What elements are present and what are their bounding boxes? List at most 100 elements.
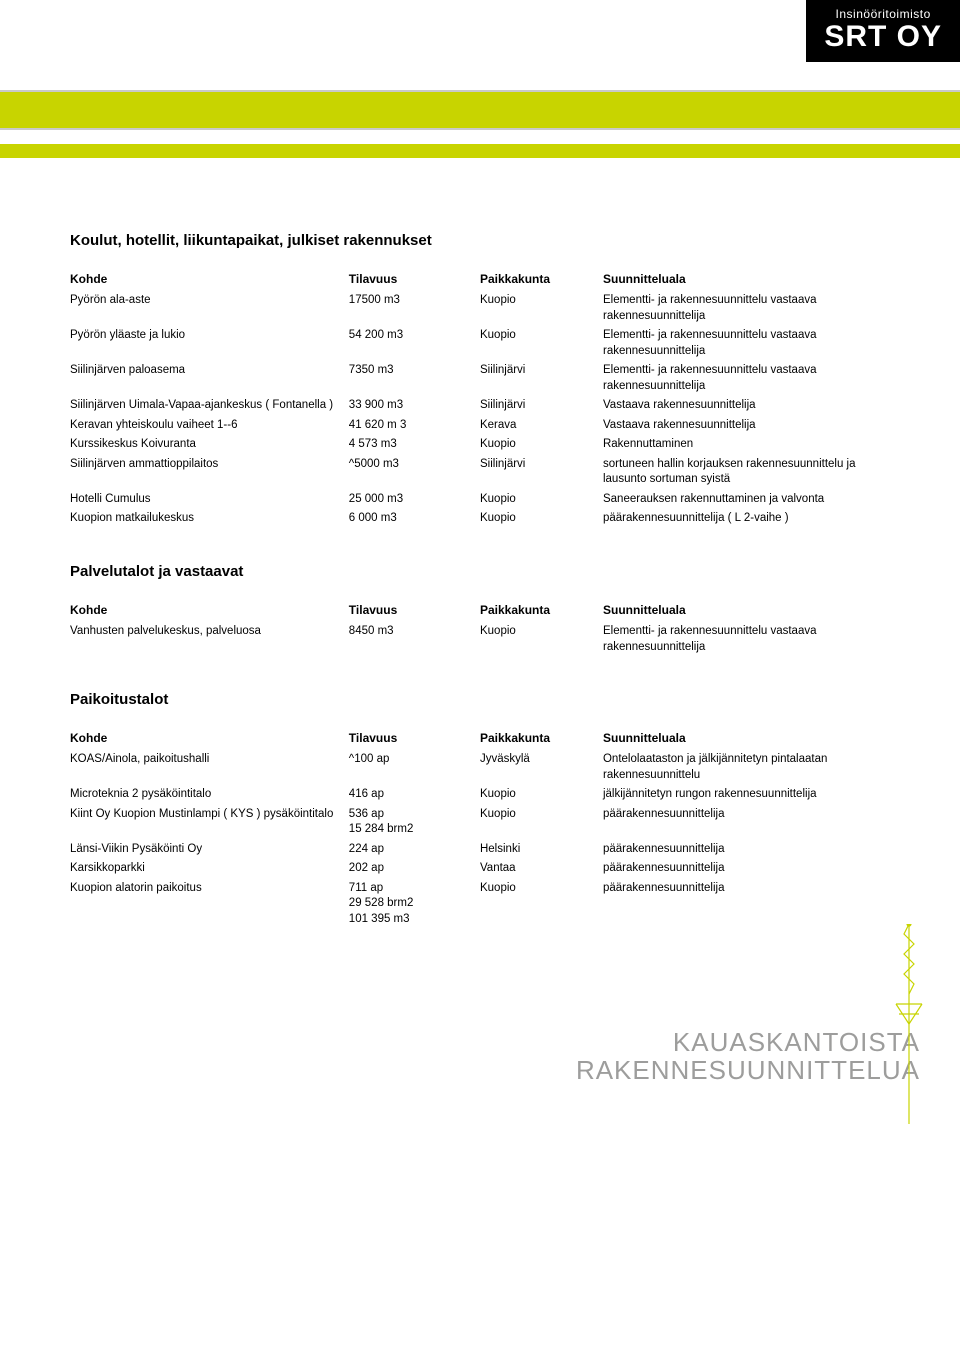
table-cell: Keravan yhteiskoulu vaiheet 1--6 <box>70 416 349 436</box>
table-cell: Vastaava rakennesuunnittelija <box>603 396 890 416</box>
col-paikkakunta: Paikkakunta <box>480 600 603 622</box>
col-suunnitteluala: Suunnitteluala <box>603 269 890 291</box>
table-cell: Pyörön yläaste ja lukio <box>70 326 349 361</box>
table-cell: Kuopion alatorin paikoitus <box>70 879 349 930</box>
col-kohde: Kohde <box>70 600 349 622</box>
table-schools: Kohde Tilavuus Paikkakunta Suunnittelual… <box>70 269 890 529</box>
table-cell: 711 ap 29 528 brm2 101 395 m3 <box>349 879 480 930</box>
table-cell: Siilinjärvi <box>480 455 603 490</box>
table-row: Karsikkoparkki202 apVantaapäärakennesuun… <box>70 859 890 879</box>
table-row: Siilinjärven ammattioppilaitos^5000 m3Si… <box>70 455 890 490</box>
section-title-parking: Paikoitustalot <box>70 691 890 708</box>
table-cell: 8450 m3 <box>349 622 480 657</box>
col-kohde: Kohde <box>70 728 349 750</box>
table-body: Vanhusten palvelukeskus, palveluosa8450 … <box>70 622 890 657</box>
table-row: Siilinjärven Uimala-Vapaa-ajankeskus ( F… <box>70 396 890 416</box>
col-paikkakunta: Paikkakunta <box>480 269 603 291</box>
col-tilavuus: Tilavuus <box>349 269 480 291</box>
table-header-row: Kohde Tilavuus Paikkakunta Suunnittelual… <box>70 269 890 291</box>
table-cell: Kuopio <box>480 785 603 805</box>
mast-icon <box>894 924 924 1124</box>
col-kohde: Kohde <box>70 269 349 291</box>
table-cell: 202 ap <box>349 859 480 879</box>
table-cell: 17500 m3 <box>349 291 480 326</box>
table-service: Kohde Tilavuus Paikkakunta Suunnittelual… <box>70 600 890 657</box>
table-cell: 33 900 m3 <box>349 396 480 416</box>
table-cell: Siilinjärvi <box>480 361 603 396</box>
logo: Insinööritoimisto SRT OY <box>806 0 960 62</box>
table-cell: ^5000 m3 <box>349 455 480 490</box>
footer-slogan: KAUASKANTOISTA RAKENNESUUNNITTELUA <box>0 1029 920 1084</box>
accent-stripe-thin <box>0 144 960 158</box>
footer: KAUASKANTOISTA RAKENNESUUNNITTELUA <box>0 1029 960 1124</box>
table-header-row: Kohde Tilavuus Paikkakunta Suunnittelual… <box>70 728 890 750</box>
table-cell: 224 ap <box>349 840 480 860</box>
table-cell: Saneerauksen rakennuttaminen ja valvonta <box>603 490 890 510</box>
col-tilavuus: Tilavuus <box>349 600 480 622</box>
table-cell: Siilinjärven paloasema <box>70 361 349 396</box>
col-suunnitteluala: Suunnitteluala <box>603 728 890 750</box>
table-parking: Kohde Tilavuus Paikkakunta Suunnittelual… <box>70 728 890 929</box>
table-cell: Kuopio <box>480 879 603 930</box>
table-cell: Kuopio <box>480 326 603 361</box>
table-cell: Rakennuttaminen <box>603 435 890 455</box>
table-row: KOAS/Ainola, paikoitushalli^100 apJyväsk… <box>70 750 890 785</box>
table-row: Pyörön ala-aste17500 m3KuopioElementti- … <box>70 291 890 326</box>
table-row: Keravan yhteiskoulu vaiheet 1--641 620 m… <box>70 416 890 436</box>
section-title-service: Palvelutalot ja vastaavat <box>70 563 890 580</box>
table-cell: Hotelli Cumulus <box>70 490 349 510</box>
table-body: Pyörön ala-aste17500 m3KuopioElementti- … <box>70 291 890 529</box>
table-cell: Siilinjärven ammattioppilaitos <box>70 455 349 490</box>
table-cell: päärakennesuunnittelija <box>603 879 890 930</box>
table-header-row: Kohde Tilavuus Paikkakunta Suunnittelual… <box>70 600 890 622</box>
table-cell: Kerava <box>480 416 603 436</box>
table-cell: Kuopion matkailukeskus <box>70 509 349 529</box>
table-cell: Elementti- ja rakennesuunnittelu vastaav… <box>603 326 890 361</box>
table-row: Kuopion alatorin paikoitus711 ap 29 528 … <box>70 879 890 930</box>
table-cell: päärakennesuunnittelija <box>603 805 890 840</box>
table-row: Kiint Oy Kuopion Mustinlampi ( KYS ) pys… <box>70 805 890 840</box>
table-cell: Kuopio <box>480 805 603 840</box>
table-cell: Microteknia 2 pysäköintitalo <box>70 785 349 805</box>
table-row: Kuopion matkailukeskus6 000 m3Kuopiopäär… <box>70 509 890 529</box>
table-cell: 54 200 m3 <box>349 326 480 361</box>
table-row: Microteknia 2 pysäköintitalo 416 apKuopi… <box>70 785 890 805</box>
table-cell: 25 000 m3 <box>349 490 480 510</box>
table-cell: Vastaava rakennesuunnittelija <box>603 416 890 436</box>
table-cell: Jyväskylä <box>480 750 603 785</box>
table-cell: jälkijännitetyn rungon rakennesuunnittel… <box>603 785 890 805</box>
table-cell: 4 573 m3 <box>349 435 480 455</box>
table-cell: 7350 m3 <box>349 361 480 396</box>
table-row: Pyörön yläaste ja lukio54 200 m3KuopioEl… <box>70 326 890 361</box>
table-cell: ^100 ap <box>349 750 480 785</box>
table-row: Hotelli Cumulus25 000 m3KuopioSaneerauks… <box>70 490 890 510</box>
table-cell: Karsikkoparkki <box>70 859 349 879</box>
table-cell: Kuopio <box>480 622 603 657</box>
table-cell: 6 000 m3 <box>349 509 480 529</box>
table-cell: 416 ap <box>349 785 480 805</box>
table-cell: Kuopio <box>480 291 603 326</box>
table-cell: Siilinjärvi <box>480 396 603 416</box>
table-cell: Elementti- ja rakennesuunnittelu vastaav… <box>603 622 890 657</box>
col-suunnitteluala: Suunnitteluala <box>603 600 890 622</box>
table-row: Kurssikeskus Koivuranta4 573 m3KuopioRak… <box>70 435 890 455</box>
table-cell: päärakennesuunnittelija <box>603 840 890 860</box>
logo-small-text: Insinööritoimisto <box>824 8 942 20</box>
table-cell: Vantaa <box>480 859 603 879</box>
col-paikkakunta: Paikkakunta <box>480 728 603 750</box>
table-cell: 41 620 m 3 <box>349 416 480 436</box>
table-cell: Siilinjärven Uimala-Vapaa-ajankeskus ( F… <box>70 396 349 416</box>
table-cell: Kiint Oy Kuopion Mustinlampi ( KYS ) pys… <box>70 805 349 840</box>
section-title-schools: Koulut, hotellit, liikuntapaikat, julkis… <box>70 232 890 249</box>
header: Insinööritoimisto SRT OY <box>0 0 960 90</box>
table-cell: Helsinki <box>480 840 603 860</box>
table-row: Vanhusten palvelukeskus, palveluosa8450 … <box>70 622 890 657</box>
table-cell: Pyörön ala-aste <box>70 291 349 326</box>
table-cell: Länsi-Viikin Pysäköinti Oy <box>70 840 349 860</box>
table-cell: Kuopio <box>480 509 603 529</box>
table-cell: Kuopio <box>480 435 603 455</box>
table-cell: sortuneen hallin korjauksen rakennesuunn… <box>603 455 890 490</box>
table-cell: päärakennesuunnittelija <box>603 859 890 879</box>
footer-line2: RAKENNESUUNNITTELUA <box>576 1055 920 1085</box>
logo-big-text: SRT OY <box>824 22 942 52</box>
